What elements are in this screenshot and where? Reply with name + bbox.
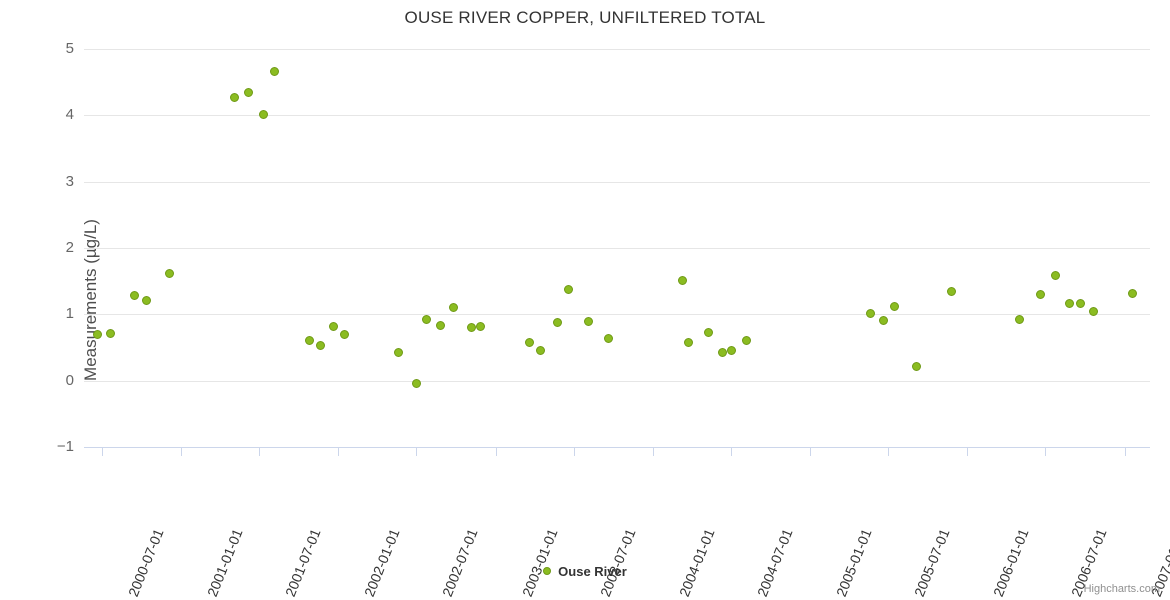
- x-tick-label: 2000-07-01: [125, 460, 194, 598]
- y-tick-label: 2: [65, 239, 74, 256]
- data-point[interactable]: [879, 315, 888, 325]
- y-tick-label: 1: [65, 305, 74, 323]
- data-point[interactable]: [535, 346, 545, 356]
- data-point[interactable]: [865, 309, 875, 319]
- data-point[interactable]: [1014, 315, 1024, 325]
- x-tick-label: 2006-07-01: [1068, 460, 1137, 598]
- data-point[interactable]: [435, 321, 445, 331]
- x-axis-line: [84, 447, 1150, 448]
- x-tick-mark: [888, 448, 890, 456]
- x-tick-mark: [1045, 448, 1047, 456]
- x-tick-label: 2006-01-01: [990, 460, 1059, 598]
- y-gridline: [84, 181, 1150, 183]
- y-gridline: [84, 49, 1150, 50]
- data-point[interactable]: [448, 302, 458, 312]
- data-point[interactable]: [92, 330, 102, 340]
- data-point[interactable]: [422, 315, 432, 325]
- y-gridline: [84, 314, 1150, 316]
- x-tick-label: 2002-01-01: [361, 460, 430, 598]
- data-point[interactable]: [584, 317, 594, 327]
- x-tick-mark: [259, 448, 261, 456]
- x-tick-label: 2002-07-01: [439, 460, 508, 598]
- x-tick-mark: [652, 448, 654, 456]
- data-point[interactable]: [553, 318, 563, 328]
- data-point[interactable]: [1051, 271, 1061, 281]
- y-tick-label: 5: [65, 40, 74, 57]
- credits-link[interactable]: Highcharts.com: [1083, 583, 1160, 595]
- data-point[interactable]: [677, 276, 687, 285]
- y-tick-label: 4: [65, 106, 74, 124]
- x-tick-label: 2004-07-01: [754, 460, 823, 598]
- data-point[interactable]: [1088, 306, 1098, 316]
- legend-marker-icon: [543, 566, 552, 575]
- data-point[interactable]: [258, 109, 268, 119]
- data-point[interactable]: [141, 295, 151, 305]
- legend-item-ouse-river[interactable]: Ouse River: [543, 563, 627, 579]
- data-point[interactable]: [1075, 299, 1085, 309]
- x-tick-label: 2003-01-01: [519, 460, 587, 598]
- data-point[interactable]: [684, 337, 694, 347]
- x-tick-mark: [573, 448, 575, 456]
- data-point[interactable]: [304, 335, 314, 345]
- plot-area: [84, 49, 1150, 448]
- x-tick-label: 2001-01-01: [204, 460, 273, 598]
- data-point[interactable]: [243, 87, 253, 97]
- x-tick-label: 2001-07-01: [282, 460, 351, 598]
- data-point[interactable]: [411, 379, 421, 389]
- data-point[interactable]: [339, 329, 349, 339]
- data-point[interactable]: [704, 327, 714, 337]
- data-point[interactable]: [726, 346, 736, 356]
- data-point[interactable]: [524, 337, 534, 347]
- data-point[interactable]: [889, 301, 899, 311]
- x-tick-mark: [416, 448, 418, 456]
- data-point[interactable]: [717, 348, 727, 358]
- data-point[interactable]: [269, 67, 279, 77]
- data-point[interactable]: [947, 286, 957, 296]
- x-tick-label: 2005-07-01: [911, 460, 980, 598]
- data-point[interactable]: [466, 323, 476, 333]
- data-point[interactable]: [1128, 288, 1138, 298]
- data-point[interactable]: [328, 322, 338, 332]
- data-point[interactable]: [1036, 289, 1046, 299]
- x-tick-mark: [731, 448, 733, 456]
- y-gridline: [84, 115, 1150, 117]
- x-tick-mark: [1124, 448, 1126, 456]
- data-point[interactable]: [476, 322, 486, 332]
- x-tick-mark: [967, 448, 969, 456]
- data-point[interactable]: [912, 362, 922, 372]
- data-point[interactable]: [315, 341, 325, 350]
- chart-title: OUSE RIVER COPPER, UNFILTERED TOTAL: [404, 8, 766, 27]
- x-tick-label: 2005-01-01: [833, 460, 902, 598]
- y-gridline: [84, 380, 1150, 382]
- y-tick-label: 0: [65, 371, 74, 389]
- data-point[interactable]: [105, 329, 115, 339]
- data-point[interactable]: [1064, 298, 1074, 308]
- data-point[interactable]: [741, 336, 751, 346]
- chart-legend: Ouse River: [0, 563, 1170, 579]
- data-point[interactable]: [230, 92, 240, 102]
- y-gridline: [84, 248, 1150, 249]
- x-tick-mark: [181, 448, 183, 456]
- legend-item-label: Ouse River: [558, 564, 627, 580]
- y-tick-label: −1: [56, 438, 74, 455]
- y-tick-label: 3: [65, 172, 74, 190]
- x-tick-mark: [102, 448, 104, 456]
- data-point[interactable]: [393, 348, 403, 358]
- data-point[interactable]: [603, 334, 613, 344]
- x-tick-mark: [810, 448, 812, 456]
- data-point[interactable]: [165, 269, 175, 279]
- x-tick-mark: [495, 448, 497, 456]
- x-tick-label: 2004-01-01: [676, 460, 745, 598]
- x-tick-mark: [338, 448, 340, 456]
- data-point[interactable]: [130, 291, 140, 301]
- x-tick-label: 2003-07-01: [596, 460, 665, 598]
- data-point[interactable]: [564, 285, 574, 295]
